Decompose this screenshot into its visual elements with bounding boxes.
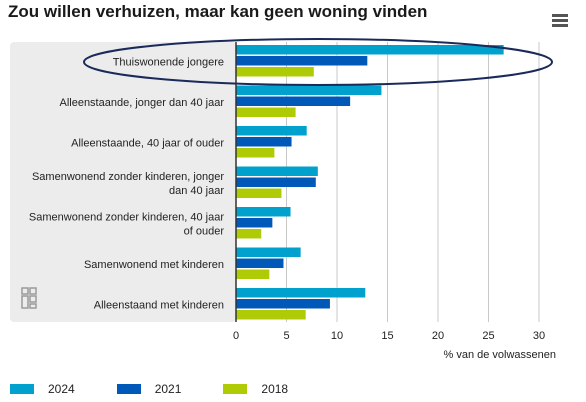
x-tick-label: 5 bbox=[283, 330, 289, 342]
x-tick-label: 0 bbox=[233, 330, 239, 342]
cbs-logo-icon bbox=[21, 287, 37, 309]
legend-label: 2021 bbox=[154, 382, 182, 396]
category-label: Alleenstaande, 40 jaar of ouder bbox=[71, 138, 224, 150]
bar-2024-0 bbox=[236, 45, 504, 55]
category-panel bbox=[10, 42, 236, 322]
x-axis-title: % van de volwassenen bbox=[443, 349, 556, 361]
bar-2024-1 bbox=[236, 85, 382, 95]
legend-swatch bbox=[10, 384, 34, 394]
category-label: of ouder bbox=[184, 226, 225, 238]
bar-2021-6 bbox=[236, 299, 330, 309]
legend-item-2024[interactable]: 2024 bbox=[10, 382, 75, 396]
category-label: Alleenstaand met kinderen bbox=[94, 300, 224, 312]
category-label: Thuiswonende jongere bbox=[113, 57, 224, 69]
bar-2018-0 bbox=[236, 67, 314, 77]
category-label: dan 40 jaar bbox=[169, 185, 224, 197]
category-label: Samenwonend met kinderen bbox=[84, 259, 224, 271]
bar-2021-0 bbox=[236, 56, 368, 66]
bar-2018-6 bbox=[236, 310, 306, 320]
category-label: Samenwonend zonder kinderen, 40 jaar bbox=[29, 212, 224, 224]
bar-2018-2 bbox=[236, 148, 275, 158]
bar-2018-4 bbox=[236, 229, 262, 239]
x-tick-label: 15 bbox=[381, 330, 393, 342]
chart-legend: 2024 2021 2018 bbox=[10, 378, 330, 400]
legend-swatch bbox=[223, 384, 248, 394]
bar-2021-1 bbox=[236, 96, 351, 106]
legend-swatch bbox=[116, 384, 141, 394]
legend-label: 2018 bbox=[261, 382, 289, 396]
bar-2024-6 bbox=[236, 288, 366, 298]
bar-2018-5 bbox=[236, 269, 270, 279]
category-label: Alleenstaande, jonger dan 40 jaar bbox=[59, 97, 224, 109]
category-label: Samenwonend zonder kinderen, jonger bbox=[32, 171, 224, 183]
chart-title: Zou willen verhuizen, maar kan geen woni… bbox=[8, 2, 428, 21]
bar-2021-2 bbox=[236, 137, 292, 147]
legend-item-2021[interactable]: 2021 bbox=[116, 382, 182, 396]
highlight-ellipse bbox=[83, 38, 553, 86]
legend-item-2018[interactable]: 2018 bbox=[223, 382, 288, 396]
bar-2021-3 bbox=[236, 177, 316, 187]
x-tick-label: 10 bbox=[331, 330, 343, 342]
bar-2021-5 bbox=[236, 258, 284, 268]
bar-2024-5 bbox=[236, 247, 301, 257]
bar-2024-4 bbox=[236, 207, 291, 217]
bar-2024-3 bbox=[236, 166, 318, 176]
x-tick-label: 20 bbox=[432, 330, 444, 342]
hamburger-menu-icon[interactable] bbox=[552, 14, 568, 28]
bar-2021-4 bbox=[236, 218, 273, 228]
x-tick-label: 30 bbox=[533, 330, 545, 342]
bar-2018-3 bbox=[236, 188, 282, 198]
bar-2024-2 bbox=[236, 126, 307, 136]
x-tick-label: 25 bbox=[482, 330, 494, 342]
bar-2018-1 bbox=[236, 107, 296, 117]
legend-label: 2024 bbox=[48, 382, 75, 396]
